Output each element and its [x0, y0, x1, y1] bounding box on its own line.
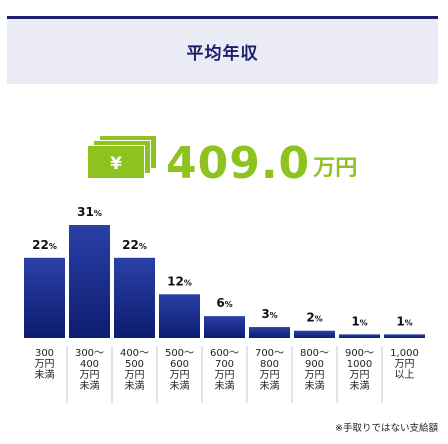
bar-1 — [69, 225, 110, 338]
category-label-8: 1,000 万円以上 — [390, 348, 419, 381]
money-bills-icon: ¥ — [88, 136, 156, 178]
average-salary-unit: 万円 — [313, 156, 358, 181]
header-band: 平均年収 — [7, 19, 438, 84]
value-label-7: 1% — [351, 314, 367, 328]
category-label-6: 800〜 900 万円未満 — [300, 348, 329, 392]
bar-4 — [204, 316, 245, 338]
average-salary-value: 409.0 万円 — [166, 136, 357, 186]
category-label-7: 900〜 1000 万円未満 — [345, 348, 374, 392]
bar-6 — [294, 330, 335, 338]
salary-distribution-chart: 22% 31% 22% 12% 6% 3% 2% 1% 1% 300 万円未満 300〜 400 万円未… — [24, 205, 425, 403]
category-label-4: 600〜 700 万円未満 — [210, 348, 239, 392]
category-label-0: 300 万円未満 — [35, 348, 55, 381]
category-label-3: 500〜 600 万円未満 — [165, 348, 194, 392]
bar-8 — [384, 334, 425, 338]
average-salary-number: 409.0 — [166, 138, 311, 189]
category-label-1: 300〜 400 万円未満 — [75, 348, 104, 392]
value-label-3: 12% — [167, 274, 192, 288]
value-label-8: 1% — [396, 314, 412, 328]
bar-0 — [24, 257, 65, 338]
page-title: 平均年収 — [186, 44, 259, 64]
bar-7 — [339, 334, 380, 338]
value-label-6: 2% — [306, 311, 322, 325]
value-label-5: 3% — [261, 307, 277, 321]
value-label-0: 22% — [32, 238, 57, 252]
bar-5 — [249, 327, 290, 338]
svg-text:¥: ¥ — [110, 154, 122, 174]
category-label-2: 400〜 500 万円未満 — [120, 348, 149, 392]
value-label-1: 31% — [77, 205, 102, 219]
footnote: ※手取りではない支給額 — [335, 423, 438, 434]
category-label-5: 700〜 800 万円未満 — [255, 348, 284, 392]
header-top-rule — [7, 16, 438, 19]
value-label-4: 6% — [216, 296, 232, 310]
bar-2 — [114, 257, 155, 338]
bar-3 — [159, 294, 200, 338]
value-label-2: 22% — [122, 238, 147, 252]
